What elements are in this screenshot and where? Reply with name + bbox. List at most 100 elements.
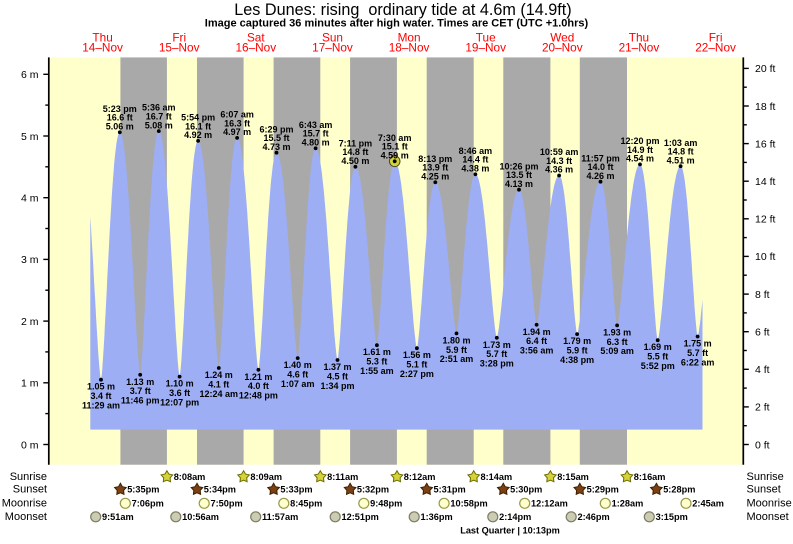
svg-text:7:50pm: 7:50pm	[211, 499, 243, 509]
svg-text:Sunrise: Sunrise	[747, 471, 784, 483]
svg-text:6:22 am: 6:22 am	[681, 357, 715, 367]
svg-text:5:23 pm: 5:23 pm	[103, 104, 137, 114]
svg-text:10:56am: 10:56am	[182, 512, 219, 522]
svg-text:14 ft: 14 ft	[755, 176, 776, 188]
svg-text:5.1 ft: 5.1 ft	[406, 360, 427, 370]
svg-text:14.9 ft: 14.9 ft	[627, 145, 653, 155]
svg-text:5:34pm: 5:34pm	[204, 485, 236, 495]
svg-text:1.61 m: 1.61 m	[363, 347, 391, 357]
svg-text:Moonset: Moonset	[5, 511, 47, 523]
svg-text:3:56 am: 3:56 am	[520, 346, 554, 356]
svg-text:Sunset: Sunset	[13, 484, 47, 496]
svg-text:14.4 ft: 14.4 ft	[462, 155, 488, 165]
svg-text:16.6 ft: 16.6 ft	[107, 113, 133, 123]
svg-text:1.80 m: 1.80 m	[442, 335, 470, 345]
svg-text:12:24 am: 12:24 am	[200, 389, 239, 399]
svg-text:1.75 m: 1.75 m	[684, 339, 712, 349]
svg-text:16.7 ft: 16.7 ft	[146, 112, 172, 122]
svg-text:7:06pm: 7:06pm	[132, 499, 164, 509]
svg-text:5 m: 5 m	[21, 131, 39, 143]
svg-text:Thu: Thu	[629, 31, 649, 45]
svg-text:11:46 pm: 11:46 pm	[121, 396, 160, 406]
svg-text:11:57am: 11:57am	[262, 512, 298, 522]
svg-text:1.73 m: 1.73 m	[483, 340, 511, 350]
svg-text:12:20 pm: 12:20 pm	[620, 136, 659, 146]
svg-text:12:48 pm: 12:48 pm	[239, 391, 278, 401]
svg-text:22–Nov: 22–Nov	[695, 41, 736, 55]
svg-text:1 m: 1 m	[21, 378, 39, 390]
svg-text:8:09am: 8:09am	[250, 472, 282, 482]
svg-text:1.69 m: 1.69 m	[644, 342, 672, 352]
svg-text:1.94 m: 1.94 m	[523, 327, 551, 337]
svg-text:14.8 ft: 14.8 ft	[668, 147, 694, 157]
svg-text:1:03 am: 1:03 am	[664, 138, 698, 148]
svg-text:5.9 ft: 5.9 ft	[567, 346, 588, 356]
svg-text:5:28pm: 5:28pm	[663, 485, 695, 495]
svg-text:Thu: Thu	[92, 31, 112, 45]
svg-text:1.21 m: 1.21 m	[244, 372, 272, 382]
svg-text:8:12am: 8:12am	[404, 472, 436, 482]
svg-text:4.92 m: 4.92 m	[184, 130, 212, 140]
svg-text:1:55 am: 1:55 am	[360, 366, 394, 376]
svg-text:16.1 ft: 16.1 ft	[185, 121, 211, 131]
svg-text:4 m: 4 m	[21, 193, 39, 205]
svg-text:Moonset: Moonset	[747, 511, 789, 523]
svg-text:7:11 pm: 7:11 pm	[339, 138, 373, 148]
svg-text:12:12am: 12:12am	[531, 499, 568, 509]
svg-text:4:38 pm: 4:38 pm	[560, 355, 594, 365]
svg-text:0 ft: 0 ft	[755, 439, 770, 451]
svg-text:4.0 ft: 4.0 ft	[248, 381, 269, 391]
svg-text:9:51am: 9:51am	[102, 512, 134, 522]
svg-text:8:11am: 8:11am	[327, 472, 358, 482]
svg-text:17–Nov: 17–Nov	[312, 41, 353, 55]
svg-text:11:57 pm: 11:57 pm	[581, 153, 620, 163]
svg-text:18–Nov: 18–Nov	[389, 41, 430, 55]
svg-text:6 m: 6 m	[21, 69, 39, 81]
svg-text:3.6 ft: 3.6 ft	[169, 388, 190, 398]
svg-text:Sun: Sun	[322, 31, 343, 45]
svg-text:3:28 pm: 3:28 pm	[480, 359, 514, 369]
svg-text:1.05 m: 1.05 m	[87, 382, 115, 392]
svg-text:Wed: Wed	[550, 31, 574, 45]
svg-text:Last Quarter | 10:13pm: Last Quarter | 10:13pm	[460, 526, 560, 536]
svg-text:6:07 am: 6:07 am	[220, 110, 254, 120]
svg-text:8:45pm: 8:45pm	[290, 499, 322, 509]
svg-text:5.7 ft: 5.7 ft	[687, 348, 708, 358]
svg-text:Fri: Fri	[172, 31, 186, 45]
svg-text:10:59 am: 10:59 am	[540, 147, 579, 157]
svg-text:16–Nov: 16–Nov	[235, 41, 276, 55]
svg-text:13.9 ft: 13.9 ft	[422, 163, 448, 173]
svg-text:5.06 m: 5.06 m	[106, 122, 134, 132]
svg-text:14–Nov: 14–Nov	[82, 41, 123, 55]
svg-text:10:58pm: 10:58pm	[450, 499, 487, 509]
svg-text:3.7 ft: 3.7 ft	[130, 386, 151, 396]
svg-text:20–Nov: 20–Nov	[542, 41, 583, 55]
svg-text:8:13 pm: 8:13 pm	[418, 154, 452, 164]
svg-text:2:27 pm: 2:27 pm	[400, 369, 434, 379]
svg-text:1.13 m: 1.13 m	[126, 377, 154, 387]
svg-text:15.5 ft: 15.5 ft	[263, 133, 289, 143]
svg-text:1.24 m: 1.24 m	[205, 370, 233, 380]
svg-text:Sunset: Sunset	[747, 484, 781, 496]
svg-text:2 ft: 2 ft	[755, 402, 770, 414]
svg-text:2:46pm: 2:46pm	[578, 512, 610, 522]
svg-text:4.50 m: 4.50 m	[341, 156, 369, 166]
svg-text:5:32pm: 5:32pm	[357, 485, 389, 495]
svg-text:8:16am: 8:16am	[634, 472, 666, 482]
svg-text:4.25 m: 4.25 m	[421, 172, 449, 182]
svg-text:8:08am: 8:08am	[174, 472, 206, 482]
svg-text:Moonrise: Moonrise	[747, 498, 792, 510]
svg-text:16 ft: 16 ft	[755, 138, 776, 150]
svg-text:18 ft: 18 ft	[755, 101, 776, 113]
svg-text:5:30pm: 5:30pm	[510, 485, 542, 495]
svg-text:13.5 ft: 13.5 ft	[506, 170, 532, 180]
svg-text:15.7 ft: 15.7 ft	[303, 129, 329, 139]
svg-text:3:15pm: 3:15pm	[656, 512, 688, 522]
svg-text:15–Nov: 15–Nov	[159, 41, 200, 55]
svg-text:2:45am: 2:45am	[692, 499, 724, 509]
svg-text:4.54 m: 4.54 m	[626, 154, 654, 164]
svg-text:5:09 am: 5:09 am	[600, 346, 634, 356]
svg-text:Fri: Fri	[709, 31, 723, 45]
svg-text:14.3 ft: 14.3 ft	[546, 156, 572, 166]
svg-text:12 ft: 12 ft	[755, 214, 776, 226]
